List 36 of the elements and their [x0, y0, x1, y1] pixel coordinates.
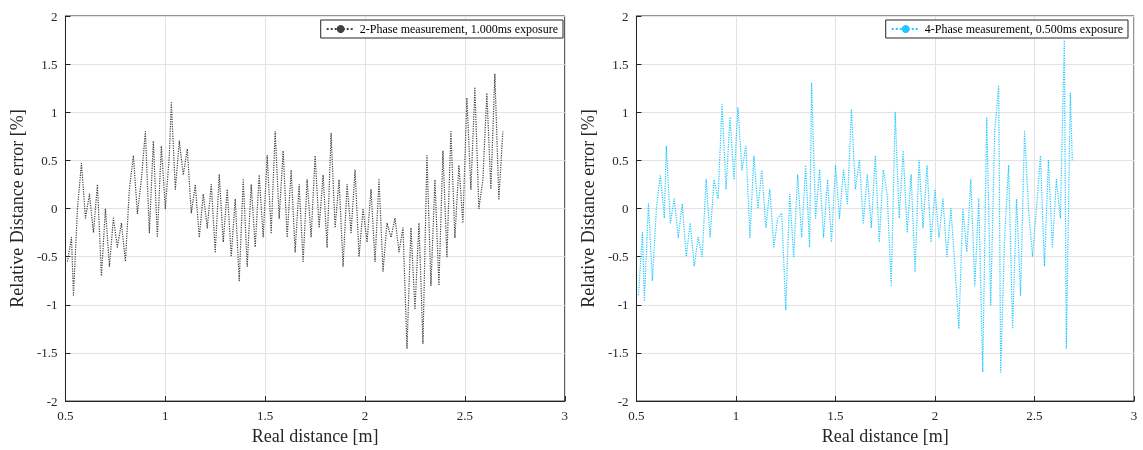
y-tick-label: -1.5	[607, 345, 629, 361]
y-tick-label: -0.5	[607, 249, 629, 265]
x-tick-label: 2.5	[456, 408, 474, 424]
x-tick-label: 1	[732, 408, 740, 424]
x-tick-label: 1.5	[257, 408, 274, 424]
legend-label: 4-Phase measurement, 0.500ms exposure	[924, 22, 1124, 36]
y-tick-label: 1	[621, 104, 629, 120]
y-axis-title: Relative Distance error [%]	[578, 109, 598, 308]
y-tick-label: 1	[50, 104, 58, 120]
x-tick-label: 3	[561, 408, 568, 424]
y-tick-label: 0	[50, 201, 58, 217]
line-series	[637, 39, 1073, 373]
y-tick-label: -1.5	[36, 345, 58, 361]
x-tick-label: 2	[931, 408, 939, 424]
x-tick-label: 1	[162, 408, 169, 424]
x-tick-label: 1.5	[827, 408, 844, 424]
y-tick-label: 1.5	[41, 56, 58, 72]
y-tick-label: 0.5	[612, 152, 629, 168]
x-tick-label: 2.5	[1026, 408, 1043, 424]
y-tick-label: 1.5	[612, 56, 629, 72]
y-tick-label: -1	[46, 297, 58, 313]
y-axis-title: Relative Distance error [%]	[7, 109, 27, 308]
y-tick-label: -1	[617, 297, 629, 313]
y-tick-label: 2	[621, 8, 629, 24]
x-tick-label: 2	[361, 408, 369, 424]
x-tick-label: 3	[1130, 408, 1138, 424]
y-tick-label: 2	[50, 8, 58, 24]
y-tick-label: -2	[46, 393, 58, 409]
y-tick-label: 0.5	[41, 152, 58, 168]
x-axis-title: Real distance [m]	[821, 426, 949, 446]
x-axis-title: Real distance [m]	[251, 426, 379, 446]
line-series	[66, 73, 504, 349]
legend-label: 2-Phase measurement, 1.000ms exposure	[359, 22, 559, 36]
y-tick-label: -0.5	[36, 249, 58, 265]
y-tick-label: 0	[621, 201, 629, 217]
y-tick-label: -2	[617, 393, 629, 409]
